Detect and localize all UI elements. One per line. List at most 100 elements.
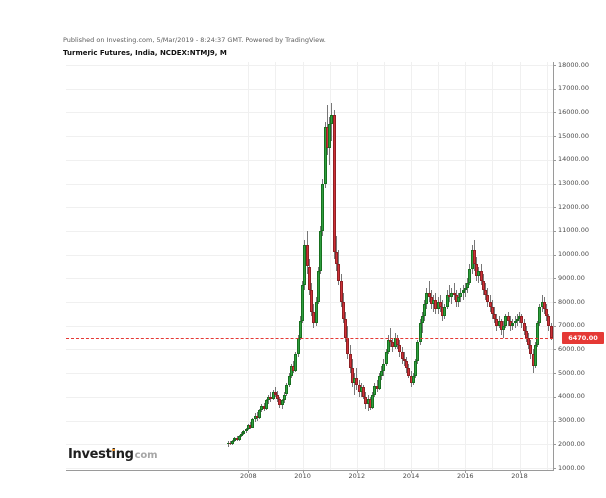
y-gridline <box>66 112 553 114</box>
candle-body-down <box>228 443 232 445</box>
candle-body-down <box>522 323 526 331</box>
publish-info: Published on Investing.com, 5/Mar/2019 -… <box>63 36 326 44</box>
y-axis-tick <box>553 278 556 280</box>
candle-body-down <box>398 344 402 352</box>
candle-body-down <box>341 302 345 319</box>
x-gridline <box>302 62 304 470</box>
y-axis-label: 13000.00 <box>558 179 590 188</box>
time-axis-line <box>66 470 554 471</box>
candle-body-up <box>226 443 230 445</box>
y-gridline <box>66 207 553 209</box>
y-axis-tick <box>553 254 556 256</box>
candle-body-down <box>427 292 431 298</box>
logo-orange-dot-i: i <box>111 447 116 462</box>
candle-wick <box>250 421 252 429</box>
candle-body-up <box>319 230 323 272</box>
y-axis-tick <box>553 65 556 66</box>
candle-body-down <box>547 316 551 326</box>
y-gridline <box>66 373 553 375</box>
candle-body-down <box>506 316 510 322</box>
candle-body-up <box>515 318 519 321</box>
candle-body-up <box>414 361 418 376</box>
x-gridline <box>519 62 521 470</box>
candle-wick <box>428 280 430 303</box>
candle-wick <box>354 373 356 395</box>
y-gridline <box>66 420 553 422</box>
y-axis-label: 17000.00 <box>558 84 590 93</box>
y-gridline <box>66 254 553 256</box>
candle-body-up <box>316 271 320 303</box>
x-gridline <box>383 62 385 470</box>
candle-body-down <box>249 425 253 428</box>
y-axis-tick <box>553 159 556 161</box>
candle-body-down <box>402 358 406 362</box>
candle-body-up <box>386 339 390 352</box>
y-gridline <box>66 88 553 90</box>
candle-body-up <box>518 316 522 319</box>
candle-body-up <box>533 344 537 367</box>
candle-body-up <box>280 400 284 406</box>
candle-wick <box>448 285 450 303</box>
candle-body-down <box>339 280 343 303</box>
y-gridline <box>66 230 553 232</box>
y-axis-tick <box>553 444 556 446</box>
y-axis-tick <box>553 396 556 398</box>
y-axis-tick <box>553 88 556 90</box>
y-axis-tick <box>553 349 556 351</box>
y-axis-label: 5000.00 <box>558 368 585 377</box>
y-axis-label: 12000.00 <box>558 202 590 211</box>
candle-body-up <box>416 342 420 362</box>
candle-body-down <box>276 394 280 400</box>
x-gridline <box>492 62 494 470</box>
candle-body-up <box>536 323 540 345</box>
candle-body-up <box>463 287 467 291</box>
candle-body-up <box>285 385 289 395</box>
candle-body-up <box>371 394 375 408</box>
candle-body-down <box>332 114 336 253</box>
candle-body-down <box>355 377 359 386</box>
candle-body-down <box>484 290 488 295</box>
candle-body-up <box>445 294 449 307</box>
y-axis-label: 3000.00 <box>558 416 585 425</box>
candle-body-up <box>271 392 275 400</box>
x-axis-tick <box>356 470 358 473</box>
y-gridline <box>66 396 553 398</box>
candle-body-up <box>423 304 427 317</box>
candle-body-down <box>490 306 494 314</box>
candle-body-up <box>264 400 268 409</box>
x-gridline <box>248 62 250 470</box>
candle-body-up <box>314 302 318 324</box>
candle-body-up <box>425 292 429 305</box>
y-gridline <box>66 183 553 185</box>
candle-body-up <box>513 321 517 324</box>
y-gridline <box>66 136 553 138</box>
y-gridline <box>66 468 553 469</box>
candle-body-down <box>348 354 352 369</box>
chart-title: Turmeric Futures, India, NCDEX:NTMJ9, M <box>63 49 227 57</box>
candle-body-up <box>294 354 298 371</box>
candle-body-down <box>344 318 348 338</box>
candle-body-down <box>400 351 404 359</box>
y-axis-label: 14000.00 <box>558 155 590 164</box>
x-axis-tick <box>302 470 304 473</box>
logo-brand: Investing <box>68 447 134 462</box>
x-gridline <box>356 62 358 470</box>
candle-wick <box>390 328 392 348</box>
candle-body-down <box>334 252 338 265</box>
candle-body-up <box>511 323 515 326</box>
x-axis-label: 2016 <box>457 472 474 480</box>
x-axis-tick <box>411 470 413 473</box>
candle-body-up <box>380 370 384 376</box>
candle-body-up <box>242 431 246 434</box>
current-price-tag: 6470.00 <box>562 332 604 345</box>
candle-body-up <box>298 321 302 338</box>
x-gridline <box>275 62 277 470</box>
candle-body-up <box>450 292 454 298</box>
y-axis-tick <box>553 468 556 469</box>
y-axis-label: 15000.00 <box>558 131 590 140</box>
candle-body-up <box>468 268 472 284</box>
x-axis-tick <box>519 470 521 473</box>
investing-logo: Investingcom <box>68 443 157 462</box>
candle-body-down <box>447 294 451 298</box>
x-gridline <box>411 62 413 470</box>
